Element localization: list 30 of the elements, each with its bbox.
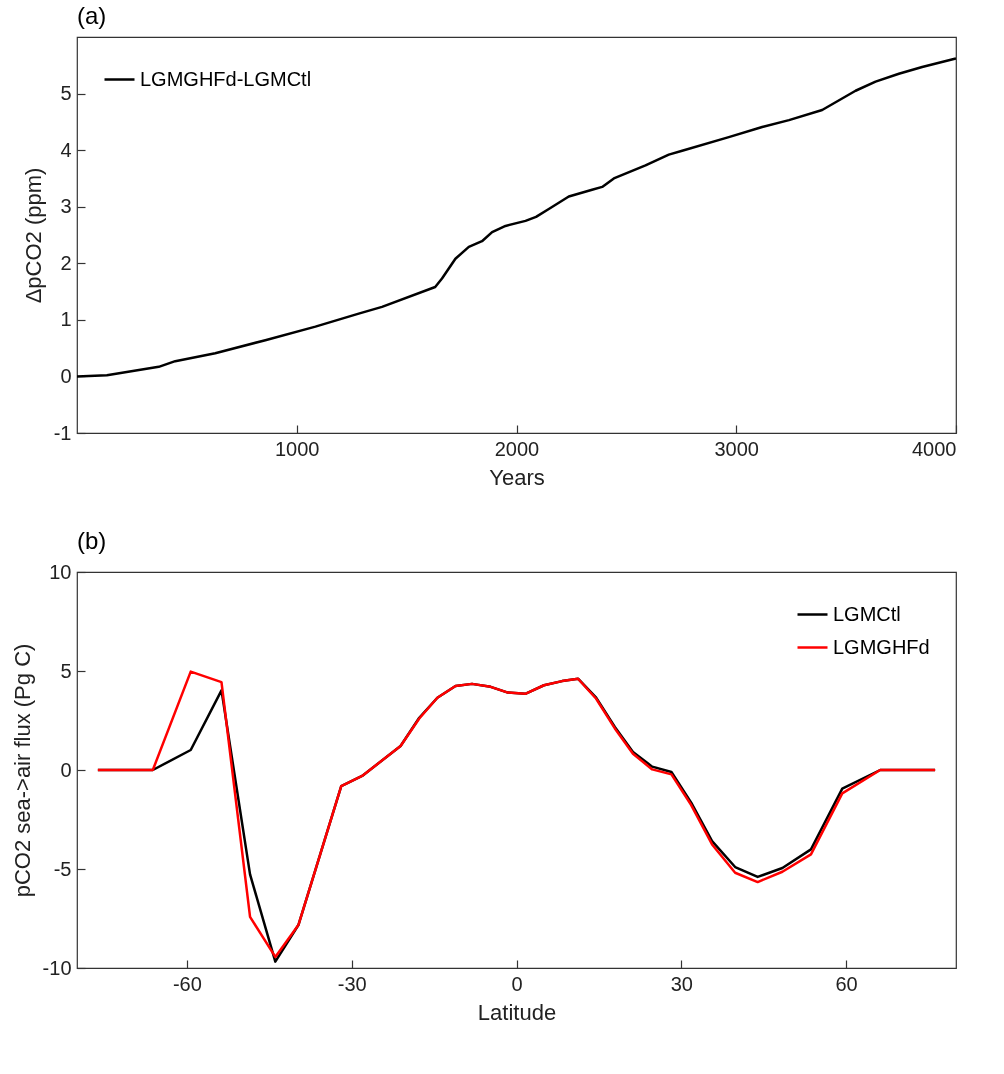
legend-label: LGMGHFd-LGMCtl xyxy=(140,67,312,90)
y-tick-label: 5 xyxy=(60,659,72,682)
y-tick-label: 0 xyxy=(60,364,72,387)
y-tick-label: 2 xyxy=(60,251,72,274)
y-axis-title: pCO2 sea->air flux (Pg C) xyxy=(9,643,35,898)
x-tick-label: -60 xyxy=(172,972,202,995)
x-tick-label: 4000 xyxy=(912,437,957,460)
y-tick-label: 3 xyxy=(60,195,72,218)
y-tick-label: -5 xyxy=(53,857,72,880)
y-tick-label: -10 xyxy=(42,956,72,979)
y-tick-label: 4 xyxy=(60,138,72,161)
x-tick-label: 30 xyxy=(670,972,693,995)
legend-label: LGMCtl xyxy=(833,602,901,625)
x-tick-label: 2000 xyxy=(494,437,540,460)
y-axis-title: ΔpCO2 (ppm) xyxy=(20,167,46,304)
x-tick-label: 0 xyxy=(511,972,523,995)
x-tick-label: 1000 xyxy=(275,437,320,460)
y-tick-label: 10 xyxy=(49,560,72,583)
x-axis-title: Years xyxy=(489,464,545,490)
chart-title: (b) xyxy=(77,527,107,554)
y-tick-label: 1 xyxy=(60,308,72,331)
y-tick-label: -1 xyxy=(53,421,72,444)
legend-label: LGMGHFd xyxy=(833,635,930,658)
x-tick-label: 60 xyxy=(835,972,858,995)
y-tick-label: 0 xyxy=(60,758,72,781)
y-tick-label: 5 xyxy=(60,82,72,105)
x-tick-label: 3000 xyxy=(714,437,759,460)
chart-title: (a) xyxy=(77,2,107,29)
x-tick-label: -30 xyxy=(337,972,367,995)
x-axis-title: Latitude xyxy=(477,999,557,1025)
